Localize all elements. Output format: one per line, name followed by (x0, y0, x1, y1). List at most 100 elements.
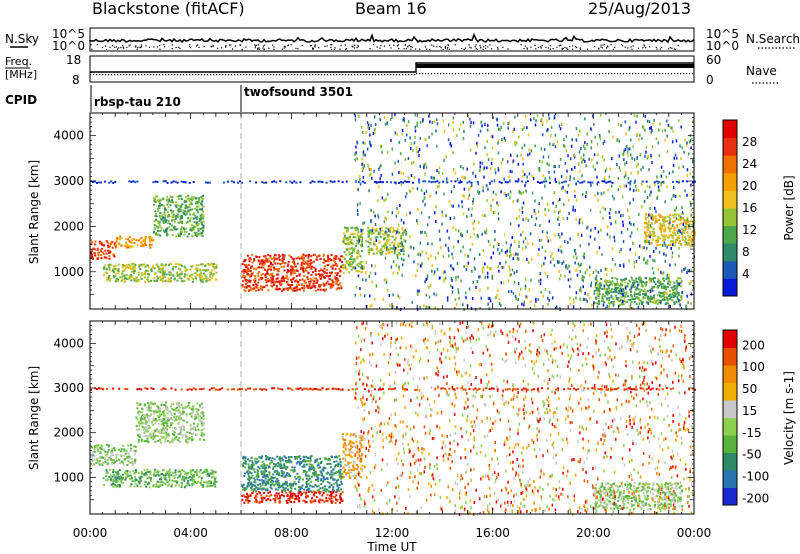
heatmap-cell (129, 246, 132, 249)
heatmap-cell (394, 131, 397, 135)
heatmap-cell (446, 296, 449, 300)
heatmap-cell (665, 278, 668, 280)
heatmap-cell (472, 121, 475, 125)
heatmap-cell (386, 236, 389, 239)
search-noise-dot (273, 46, 275, 48)
heatmap-cell (548, 170, 550, 174)
search-noise-dot (352, 46, 354, 48)
heatmap-cell (605, 292, 608, 295)
heatmap-cell (306, 253, 309, 256)
heatmap-cell (656, 175, 658, 179)
heatmap-cell (624, 278, 626, 282)
heatmap-cell (662, 237, 665, 240)
heatmap-cell (663, 229, 665, 232)
heatmap-cell (439, 238, 441, 242)
heatmap-cell (290, 283, 293, 286)
nave-dot (318, 74, 320, 76)
heatmap-cell (486, 199, 488, 203)
heatmap-cell (97, 254, 100, 257)
heatmap-cell (362, 221, 364, 225)
heatmap-cell (159, 429, 162, 432)
heatmap-cell (632, 298, 635, 300)
nave-dot (168, 74, 170, 76)
heatmap-cell (648, 277, 651, 280)
heatmap-cell (609, 216, 611, 219)
heatmap-cell (385, 281, 388, 285)
heatmap-cell (305, 269, 308, 272)
heatmap-cell (410, 245, 412, 249)
heatmap-cell (92, 247, 95, 250)
heatmap-cell (289, 180, 292, 183)
heatmap-cell (633, 223, 635, 227)
heatmap-cell (506, 181, 509, 184)
heatmap-cell (443, 158, 445, 162)
heatmap-cell (638, 138, 640, 142)
heatmap-cell (675, 180, 678, 183)
heatmap-cell (161, 268, 164, 270)
heatmap-cell (154, 272, 157, 275)
heatmap-cell (282, 275, 285, 278)
heatmap-cell (485, 228, 488, 232)
heatmap-cell (418, 181, 421, 184)
heatmap-cell (676, 299, 679, 302)
heatmap-cell (648, 299, 651, 302)
heatmap-cell (340, 285, 343, 288)
heatmap-cell (603, 139, 606, 143)
heatmap-cell (474, 267, 476, 271)
heatmap-cell (357, 188, 359, 192)
heatmap-cell (371, 280, 373, 284)
heatmap-cell (185, 222, 188, 225)
heatmap-cell (669, 240, 672, 243)
heatmap-cell (632, 241, 634, 245)
heatmap-cell (672, 220, 674, 223)
heatmap-cell (117, 268, 120, 271)
heatmap-cell (198, 220, 201, 223)
heatmap-cell (286, 265, 289, 268)
heatmap-cell (193, 418, 196, 421)
heatmap-cell (466, 215, 468, 219)
heatmap-cell (275, 280, 278, 283)
heatmap-cell (624, 277, 627, 280)
heatmap-cell (508, 265, 510, 269)
heatmap-cell (177, 263, 180, 266)
heatmap-cell (564, 161, 567, 165)
heatmap-cell (153, 267, 156, 270)
heatmap-cell (170, 201, 173, 203)
heatmap-cell (478, 221, 480, 225)
heatmap-cell (673, 301, 676, 304)
heatmap-cell (144, 273, 147, 276)
heatmap-cell (628, 216, 631, 220)
nave-dot (240, 74, 242, 76)
heatmap-cell (105, 257, 108, 260)
heatmap-cell (651, 161, 653, 165)
heatmap-cell (544, 177, 546, 181)
heatmap-cell (550, 255, 552, 258)
nave-dot (416, 73, 418, 75)
heatmap-cell (100, 243, 103, 246)
heatmap-cell (686, 231, 689, 234)
heatmap-cell (522, 240, 525, 244)
heatmap-cell (619, 303, 622, 306)
heatmap-cell (413, 176, 416, 180)
heatmap-cell (528, 148, 530, 152)
heatmap-cell (196, 274, 199, 277)
heatmap-cell (308, 253, 310, 256)
heatmap-cell (368, 189, 370, 193)
heatmap-cell (690, 302, 692, 305)
heatmap-cell (645, 213, 648, 216)
heatmap-cell (524, 115, 527, 119)
search-noise-dot (221, 47, 223, 49)
heatmap-cell (604, 267, 607, 271)
heatmap-cell (513, 253, 515, 257)
heatmap-cell (460, 279, 462, 283)
heatmap-cell (404, 180, 407, 183)
heatmap-cell (114, 272, 117, 275)
heatmap-cell (200, 202, 203, 205)
heatmap-cell (261, 258, 264, 261)
frequency-trace (90, 62, 694, 76)
heatmap-cell (514, 180, 517, 183)
heatmap-cell (183, 230, 186, 233)
heatmap-cell (401, 232, 404, 235)
heatmap-cell (184, 434, 187, 437)
